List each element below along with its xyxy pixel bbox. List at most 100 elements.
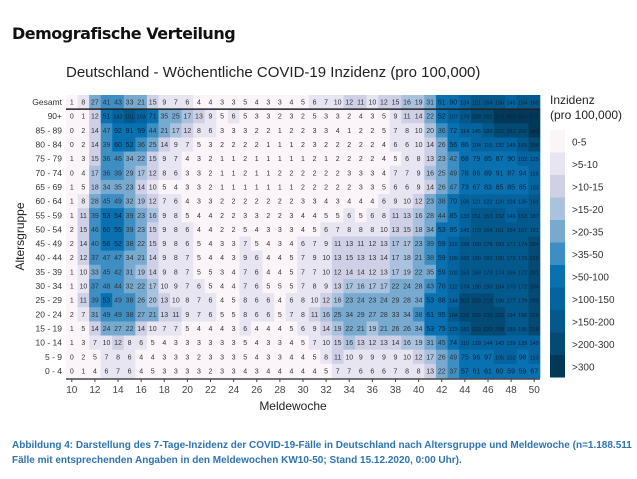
cell-value: 2 — [289, 128, 293, 135]
cell-value: 2 — [336, 170, 340, 177]
heatmap-cell — [470, 95, 483, 110]
cell-value: 8 — [324, 354, 328, 361]
heatmap-cell — [89, 208, 101, 223]
cell-value: 21 — [137, 255, 145, 262]
heatmap-cell — [505, 349, 518, 365]
cell-value: 2 — [370, 156, 374, 163]
heatmap-cell — [331, 321, 344, 336]
cell-value: 2 — [313, 170, 317, 177]
heatmap-cell — [146, 222, 159, 237]
cell-value: 2 — [278, 213, 282, 220]
heatmap-cell — [227, 137, 240, 152]
heatmap-cell — [389, 165, 402, 181]
heatmap-cell — [412, 307, 425, 322]
cell-value: 12 — [114, 340, 122, 347]
row-label: 70 - 74 — [36, 168, 63, 178]
heatmap-cell — [100, 335, 113, 350]
heatmap-cell — [412, 179, 425, 195]
heatmap-cell — [285, 165, 298, 181]
cell-value: 14 — [415, 114, 423, 121]
heatmap-cell — [204, 236, 217, 251]
heatmap-cell — [355, 335, 367, 350]
cell-value: 13 — [380, 241, 388, 248]
heatmap-cell — [412, 321, 425, 336]
heatmap-cell — [355, 278, 367, 294]
heatmap-cell — [112, 321, 125, 336]
heatmap-cell — [528, 123, 541, 138]
heatmap-cell — [66, 278, 78, 294]
heatmap-cell — [389, 349, 402, 365]
heatmap-cell — [285, 250, 298, 266]
cell-value: 6 — [209, 298, 213, 305]
cell-value: 26 — [438, 354, 446, 361]
heatmap-cell — [193, 194, 206, 209]
heatmap-cell — [100, 307, 113, 322]
heatmap-cell — [308, 208, 321, 223]
heatmap-cell — [239, 151, 252, 167]
cell-value: 2 — [301, 184, 305, 191]
cell-value: 4 — [197, 326, 201, 333]
cell-value: 19 — [334, 326, 342, 333]
heatmap-cell — [204, 321, 217, 336]
cell-value: 2 — [243, 199, 247, 206]
cell-value: 3 — [370, 114, 374, 121]
cell-value: 4 — [255, 340, 259, 347]
heatmap-cell — [297, 179, 310, 195]
cell-value: 14 — [79, 241, 87, 248]
heatmap-cell — [343, 109, 356, 124]
heatmap-cell — [170, 335, 182, 350]
cell-value: 10 — [403, 354, 411, 361]
cell-value: 190 — [472, 285, 481, 291]
heatmap-cell — [250, 264, 263, 280]
heatmap-cell — [204, 137, 217, 152]
heatmap-cell — [158, 335, 171, 350]
cell-value: 6 — [405, 142, 409, 149]
heatmap-cell — [308, 179, 321, 195]
cell-value: 103 — [530, 185, 539, 191]
cell-value: 14 — [137, 326, 145, 333]
heatmap-cell — [308, 236, 321, 251]
heatmap-cell — [401, 208, 414, 223]
heatmap-cell — [493, 250, 506, 266]
cell-value: 3 — [185, 340, 189, 347]
heatmap-cell — [343, 293, 356, 308]
heatmap-cell — [355, 179, 367, 195]
cell-value: 1 — [289, 184, 293, 191]
cell-value: 8 — [116, 354, 120, 361]
cell-value: 17 — [172, 128, 180, 135]
heatmap-cell — [66, 222, 78, 237]
cell-value: 3 — [301, 199, 305, 206]
heatmap-cell — [181, 307, 194, 322]
heatmap-cell — [158, 194, 171, 209]
heatmap-cell — [135, 293, 148, 308]
cell-value: 2 — [278, 114, 282, 121]
cell-value: 3 — [81, 156, 85, 163]
heatmap-cell — [89, 349, 101, 365]
heatmap-cell — [135, 250, 148, 266]
cell-value: 2 — [255, 199, 259, 206]
row-label: 0 - 4 — [45, 366, 62, 376]
cell-value: 8 — [359, 227, 363, 234]
cell-value: 11 — [172, 312, 179, 319]
heatmap-cell — [505, 321, 518, 336]
heatmap-cell — [262, 151, 275, 167]
cell-value: 3 — [185, 368, 189, 375]
heatmap-cell — [366, 109, 379, 124]
heatmap-cell — [216, 179, 229, 195]
cell-value: 3 — [162, 368, 166, 375]
heatmap-cell — [389, 208, 402, 223]
cell-value: 9 — [162, 255, 166, 262]
heatmap-cell — [181, 194, 194, 209]
cell-value: 7 — [301, 255, 305, 262]
heatmap-cell — [366, 335, 379, 350]
cell-value: 2 — [220, 227, 224, 234]
heatmap-cell — [493, 307, 506, 322]
legend-swatch — [550, 310, 565, 333]
heatmap-cell — [146, 321, 159, 336]
heatmap-cell — [493, 278, 506, 294]
cell-value: 49 — [449, 354, 457, 361]
heatmap-cell — [435, 123, 448, 138]
cell-value: 22 — [137, 284, 145, 291]
cell-value: 2 — [336, 142, 340, 149]
heatmap-cell — [320, 278, 333, 294]
